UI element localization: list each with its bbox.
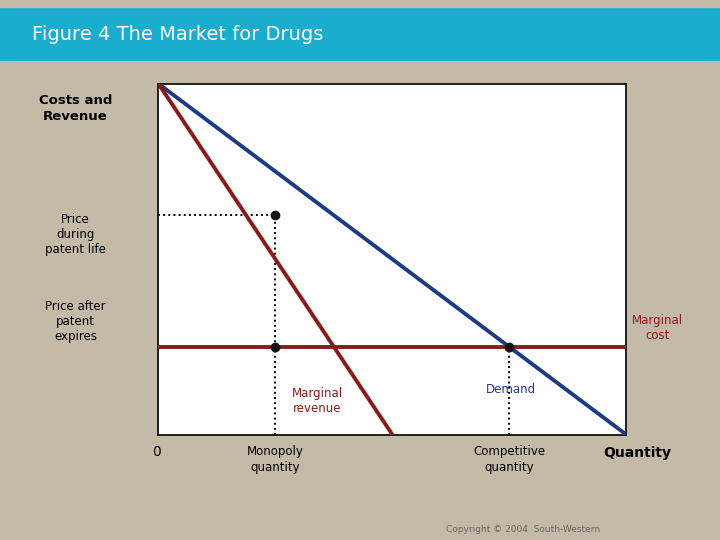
- Text: Quantity: Quantity: [603, 446, 671, 460]
- Text: Competitive
quantity: Competitive quantity: [473, 446, 546, 474]
- Text: Price
during
patent life: Price during patent life: [45, 213, 106, 256]
- FancyBboxPatch shape: [0, 9, 720, 60]
- Text: 0: 0: [153, 446, 161, 460]
- Text: Figure 4 The Market for Drugs: Figure 4 The Market for Drugs: [32, 25, 323, 44]
- Text: Monopoly
quantity: Monopoly quantity: [247, 446, 304, 474]
- Text: Price after
patent
expires: Price after patent expires: [45, 300, 106, 343]
- Text: Copyright © 2004  South-Western: Copyright © 2004 South-Western: [446, 524, 600, 534]
- Text: Marginal
cost: Marginal cost: [632, 314, 683, 342]
- Text: Costs and
Revenue: Costs and Revenue: [39, 94, 112, 123]
- Text: Marginal
revenue: Marginal revenue: [292, 387, 343, 415]
- Text: Demand: Demand: [486, 382, 536, 396]
